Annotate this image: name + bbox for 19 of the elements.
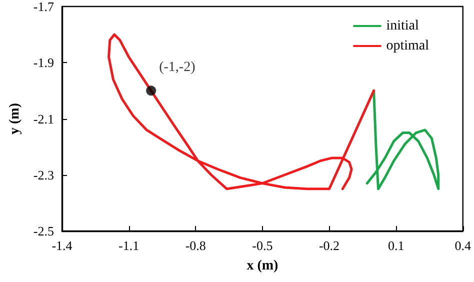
legend-label: optimal — [386, 38, 430, 54]
x-tick-label: -0.8 — [185, 238, 206, 253]
x-tick-label: -0.5 — [252, 238, 273, 253]
x-tick-label: -1.1 — [118, 238, 140, 253]
x-tick-label: 0.4 — [454, 238, 472, 253]
x-tick-label: -0.2 — [318, 238, 340, 253]
annotation: (-1,-2) — [159, 60, 196, 76]
x-tick-label: 0.1 — [388, 238, 404, 253]
line-series — [366, 89, 440, 190]
legend-label: initial — [386, 18, 419, 34]
y-tick-label: -1.9 — [33, 55, 54, 70]
y-axis-title: y (m) — [8, 102, 22, 134]
y-tick-label: -2.1 — [33, 111, 54, 126]
line-series — [108, 33, 376, 190]
y-tick-label: -2.3 — [33, 167, 54, 182]
x-axis-title: x (m) — [246, 258, 279, 274]
y-tick-label: -1.7 — [33, 0, 54, 14]
x-tick-label: -1.4 — [52, 238, 73, 253]
y-tick-label: -2.5 — [33, 224, 54, 238]
